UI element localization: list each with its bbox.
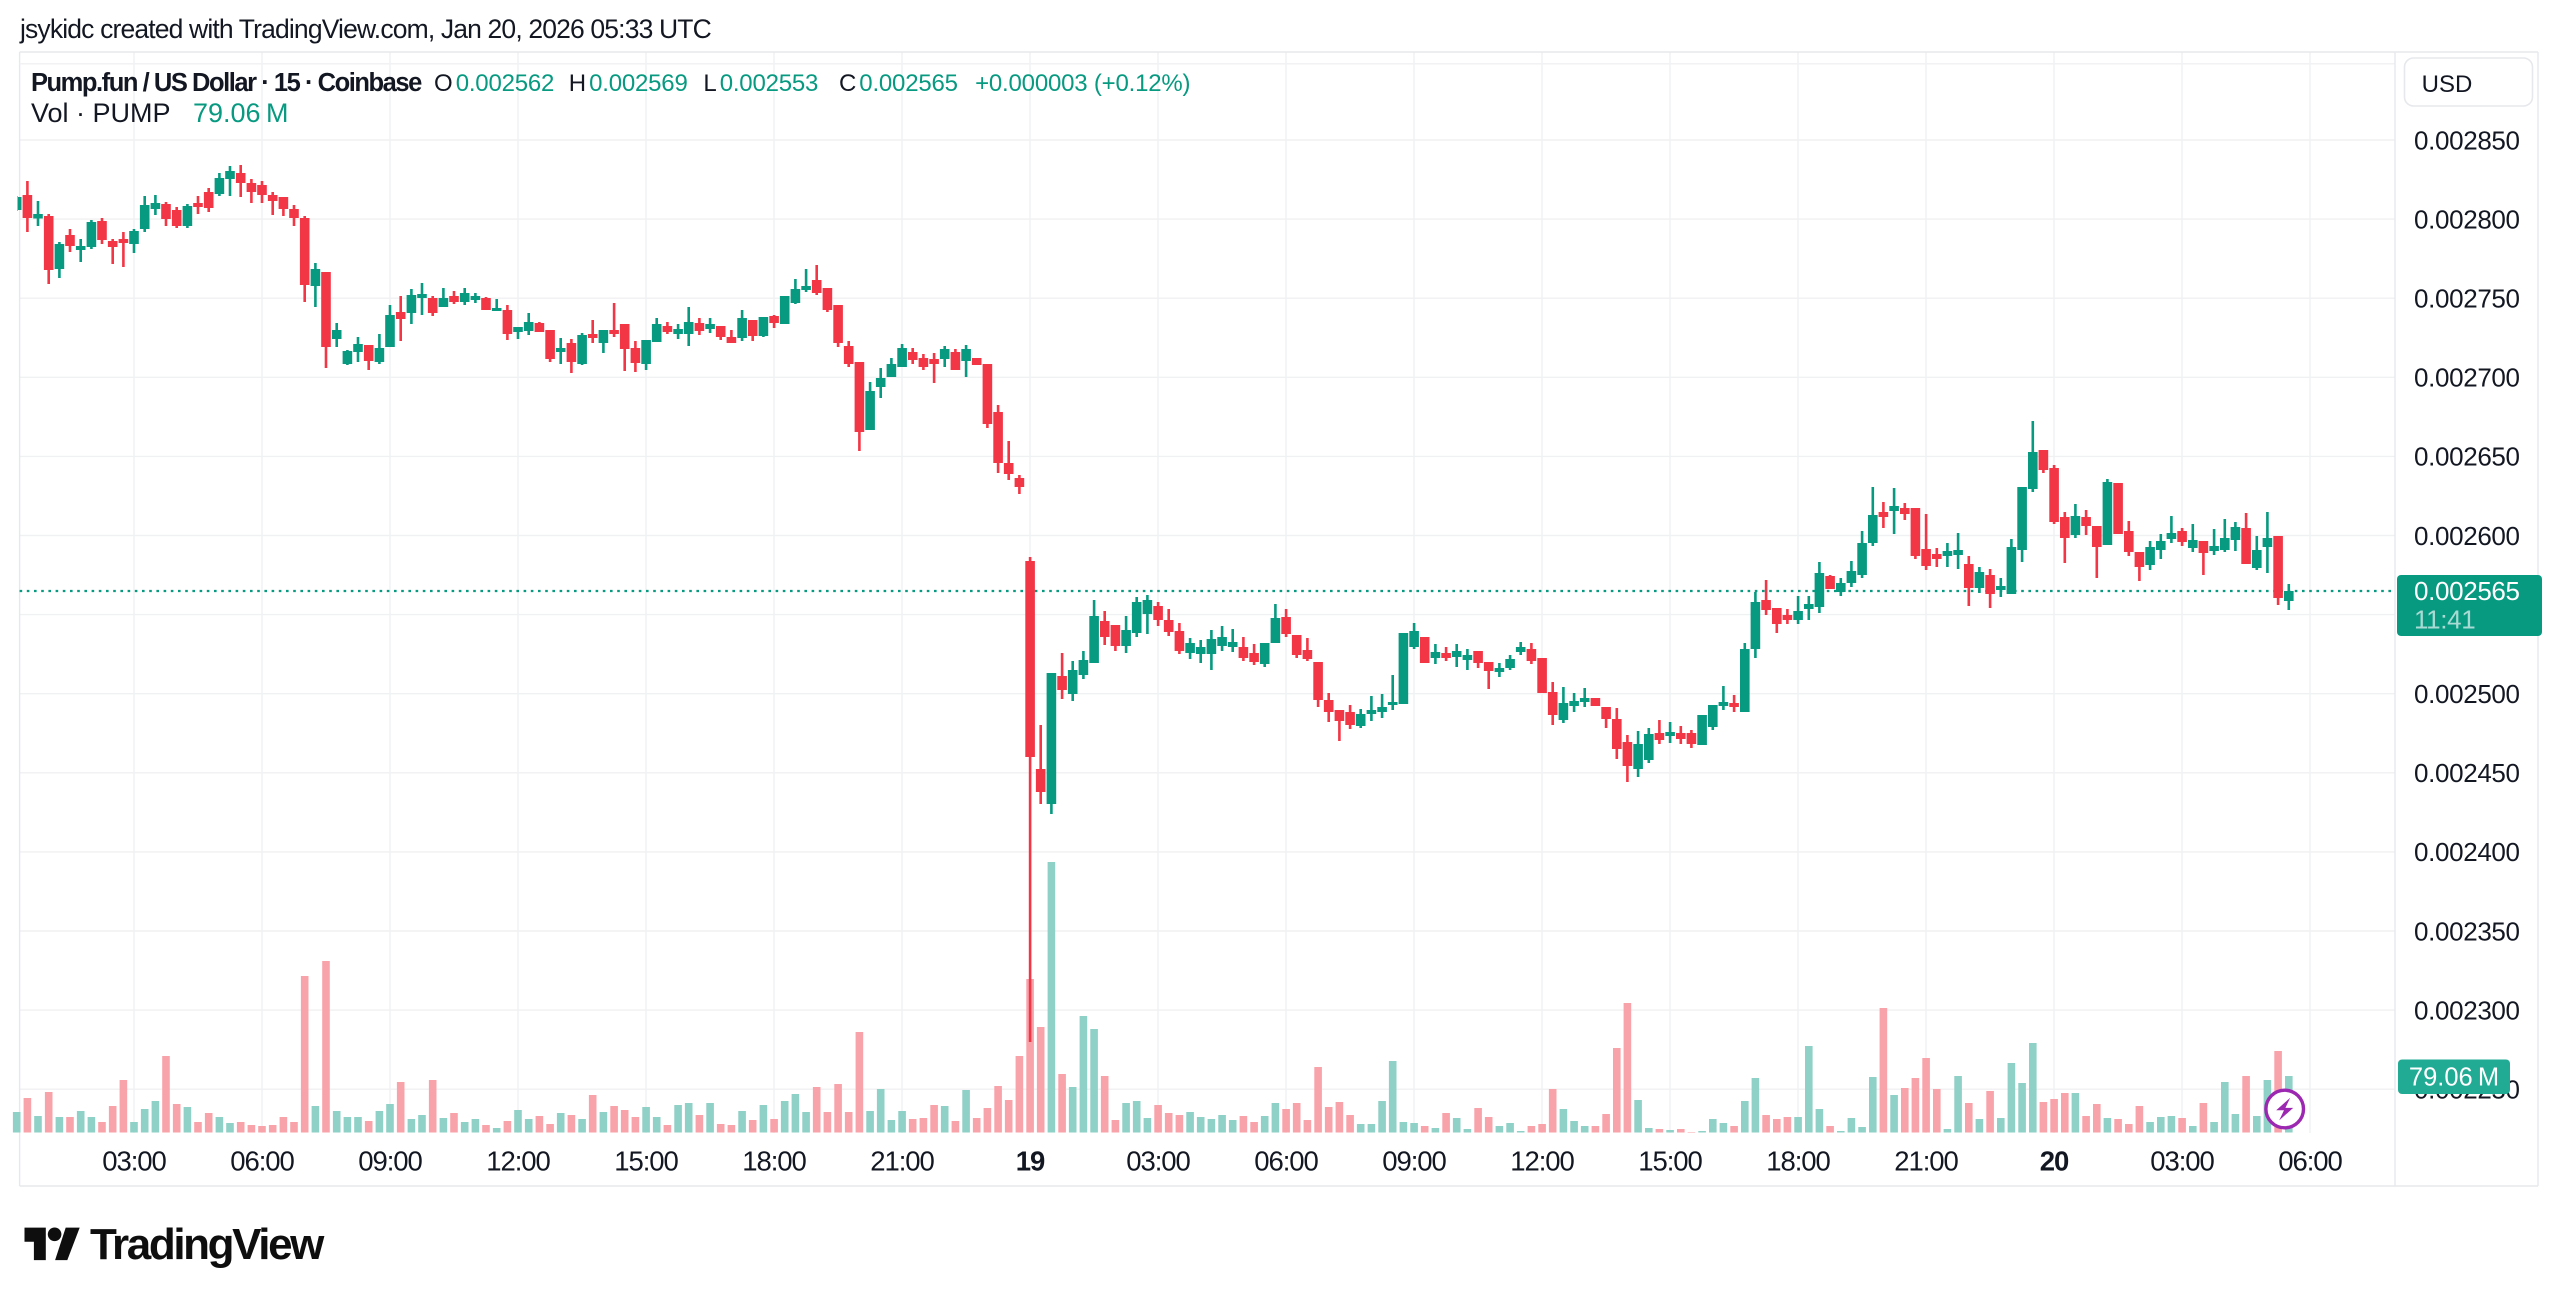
svg-text:19: 19 bbox=[1016, 1146, 1045, 1177]
svg-text:12:00: 12:00 bbox=[1510, 1146, 1574, 1177]
svg-text:Pump.fun / US Dollar · 15 · Co: Pump.fun / US Dollar · 15 · Coinbase bbox=[31, 69, 422, 97]
svg-text:H: H bbox=[569, 70, 586, 97]
svg-text:0.002350: 0.002350 bbox=[2414, 916, 2520, 946]
svg-text:03:00: 03:00 bbox=[102, 1146, 166, 1177]
svg-text:L: L bbox=[703, 70, 716, 97]
svg-text:0.002500: 0.002500 bbox=[2414, 679, 2520, 709]
svg-text:11:41: 11:41 bbox=[2414, 605, 2475, 635]
svg-text:09:00: 09:00 bbox=[358, 1146, 422, 1177]
svg-text:0.002565: 0.002565 bbox=[2414, 576, 2520, 606]
svg-text:Vol · PUMP: Vol · PUMP bbox=[31, 98, 171, 128]
svg-text:21:00: 21:00 bbox=[1894, 1146, 1958, 1177]
svg-text:09:00: 09:00 bbox=[1382, 1146, 1446, 1177]
svg-text:0.002850: 0.002850 bbox=[2414, 125, 2520, 155]
svg-text:TradingView: TradingView bbox=[90, 1220, 325, 1269]
svg-text:18:00: 18:00 bbox=[742, 1146, 806, 1177]
svg-text:79.06 M: 79.06 M bbox=[193, 98, 288, 128]
svg-text:06:00: 06:00 bbox=[1254, 1146, 1318, 1177]
svg-text:USD: USD bbox=[2422, 71, 2473, 98]
svg-text:15:00: 15:00 bbox=[1638, 1146, 1702, 1177]
svg-text:06:00: 06:00 bbox=[230, 1146, 294, 1177]
svg-text:0.002565: 0.002565 bbox=[859, 70, 958, 97]
svg-text:0.002553: 0.002553 bbox=[720, 70, 819, 97]
svg-text:15:00: 15:00 bbox=[614, 1146, 678, 1177]
svg-text:06:00: 06:00 bbox=[2278, 1146, 2342, 1177]
svg-text:0.002400: 0.002400 bbox=[2414, 837, 2520, 867]
svg-text:O: O bbox=[434, 70, 452, 97]
svg-text:+0.000003 (+0.12%): +0.000003 (+0.12%) bbox=[975, 70, 1190, 97]
svg-text:0.002569: 0.002569 bbox=[589, 70, 688, 97]
svg-text:0.002450: 0.002450 bbox=[2414, 758, 2520, 788]
svg-text:03:00: 03:00 bbox=[2150, 1146, 2214, 1177]
svg-text:21:00: 21:00 bbox=[870, 1146, 934, 1177]
svg-text:C: C bbox=[839, 70, 856, 97]
svg-text:0.002600: 0.002600 bbox=[2414, 521, 2520, 551]
svg-text:0.002650: 0.002650 bbox=[2414, 442, 2520, 472]
svg-text:79.06 M: 79.06 M bbox=[2409, 1064, 2499, 1092]
svg-text:18:00: 18:00 bbox=[1766, 1146, 1830, 1177]
svg-text:12:00: 12:00 bbox=[486, 1146, 550, 1177]
svg-text:0.002562: 0.002562 bbox=[456, 70, 555, 97]
svg-text:20: 20 bbox=[2040, 1146, 2069, 1177]
svg-text:0.002800: 0.002800 bbox=[2414, 204, 2520, 234]
svg-text:0.002750: 0.002750 bbox=[2414, 284, 2520, 314]
svg-text:03:00: 03:00 bbox=[1126, 1146, 1190, 1177]
svg-text:0.002300: 0.002300 bbox=[2414, 995, 2520, 1025]
svg-text:jsykidc created with TradingVi: jsykidc created with TradingView.com, Ja… bbox=[19, 14, 712, 44]
svg-text:0.002700: 0.002700 bbox=[2414, 363, 2520, 393]
